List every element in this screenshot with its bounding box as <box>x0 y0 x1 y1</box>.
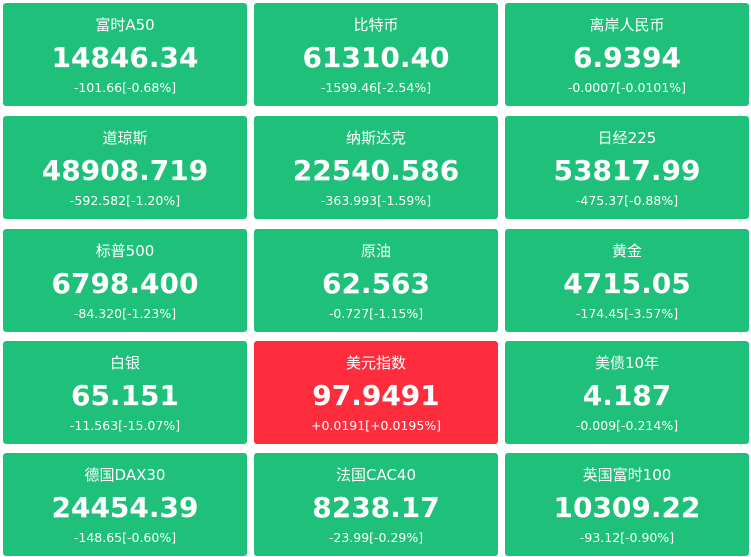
quote-tile[interactable]: 道琼斯 48908.719 -592.582[-1.20%] <box>3 116 247 219</box>
quote-change: -363.993[-1.59%] <box>320 193 432 208</box>
quote-price: 24454.39 <box>51 491 199 524</box>
quote-tile[interactable]: 标普500 6798.400 -84.320[-1.23%] <box>3 229 247 332</box>
quote-price: 4715.05 <box>563 267 691 300</box>
quote-price: 97.9491 <box>312 379 440 412</box>
quote-price: 65.151 <box>70 379 180 412</box>
quote-price: 4.187 <box>582 379 672 412</box>
quote-change: -11.563[-15.07%] <box>69 418 181 433</box>
quote-price: 48908.719 <box>41 154 209 187</box>
quote-name: 纳斯达克 <box>345 129 406 147</box>
quote-name: 比特币 <box>353 16 399 34</box>
quote-name: 标普500 <box>95 242 155 260</box>
quote-change: -174.45[-3.57%] <box>575 306 679 321</box>
quote-tile[interactable]: 美债10年 4.187 -0.009[-0.214%] <box>505 341 749 444</box>
quote-change: -84.320[-1.23%] <box>73 306 177 321</box>
quote-change: -1599.46[-2.54%] <box>320 80 432 95</box>
quote-name: 白银 <box>109 354 140 372</box>
quote-price: 22540.586 <box>292 154 460 187</box>
quote-name: 德国DAX30 <box>84 466 166 484</box>
quote-change: -475.37[-0.88%] <box>575 193 679 208</box>
quote-change: -148.65[-0.60%] <box>73 530 177 545</box>
quote-name: 富时A50 <box>95 16 155 34</box>
quote-price: 14846.34 <box>51 41 199 74</box>
quote-name: 美债10年 <box>594 354 660 372</box>
quote-tile[interactable]: 比特币 61310.40 -1599.46[-2.54%] <box>254 3 498 106</box>
quote-change: -0.0007[-0.0101%] <box>567 80 687 95</box>
quote-price: 62.563 <box>321 267 431 300</box>
quote-price: 6.9394 <box>572 41 682 74</box>
quote-name: 法国CAC40 <box>335 466 417 484</box>
quote-change: +0.0191[+0.0195%] <box>310 418 442 433</box>
quote-name: 英国富时100 <box>582 466 672 484</box>
quote-price: 10309.22 <box>553 491 701 524</box>
quote-price: 8238.17 <box>312 491 440 524</box>
quote-tile[interactable]: 美元指数 97.9491 +0.0191[+0.0195%] <box>254 341 498 444</box>
quote-price: 61310.40 <box>302 41 450 74</box>
quote-change: -101.66[-0.68%] <box>73 80 177 95</box>
quote-tile[interactable]: 英国富时100 10309.22 -93.12[-0.90%] <box>505 453 749 556</box>
quote-tile[interactable]: 离岸人民币 6.9394 -0.0007[-0.0101%] <box>505 3 749 106</box>
quote-tile[interactable]: 德国DAX30 24454.39 -148.65[-0.60%] <box>3 453 247 556</box>
quote-change: -0.009[-0.214%] <box>575 418 679 433</box>
quote-price: 6798.400 <box>51 267 199 300</box>
quote-name: 黄金 <box>611 242 642 260</box>
quote-change: -0.727[-1.15%] <box>328 306 424 321</box>
quote-name: 原油 <box>360 242 391 260</box>
quote-tile[interactable]: 富时A50 14846.34 -101.66[-0.68%] <box>3 3 247 106</box>
quote-tile[interactable]: 法国CAC40 8238.17 -23.99[-0.29%] <box>254 453 498 556</box>
quote-change: -23.99[-0.29%] <box>328 530 424 545</box>
quote-tile[interactable]: 原油 62.563 -0.727[-1.15%] <box>254 229 498 332</box>
quote-tile[interactable]: 日经225 53817.99 -475.37[-0.88%] <box>505 116 749 219</box>
quote-tile[interactable]: 黄金 4715.05 -174.45[-3.57%] <box>505 229 749 332</box>
quote-name: 离岸人民币 <box>589 16 665 34</box>
quote-price: 53817.99 <box>553 154 701 187</box>
quote-change: -93.12[-0.90%] <box>579 530 675 545</box>
quote-name: 日经225 <box>597 129 657 147</box>
quote-name: 道琼斯 <box>102 129 148 147</box>
quote-change: -592.582[-1.20%] <box>69 193 181 208</box>
quote-name: 美元指数 <box>345 354 406 372</box>
quote-tile[interactable]: 白银 65.151 -11.563[-15.07%] <box>3 341 247 444</box>
quote-tile[interactable]: 纳斯达克 22540.586 -363.993[-1.59%] <box>254 116 498 219</box>
